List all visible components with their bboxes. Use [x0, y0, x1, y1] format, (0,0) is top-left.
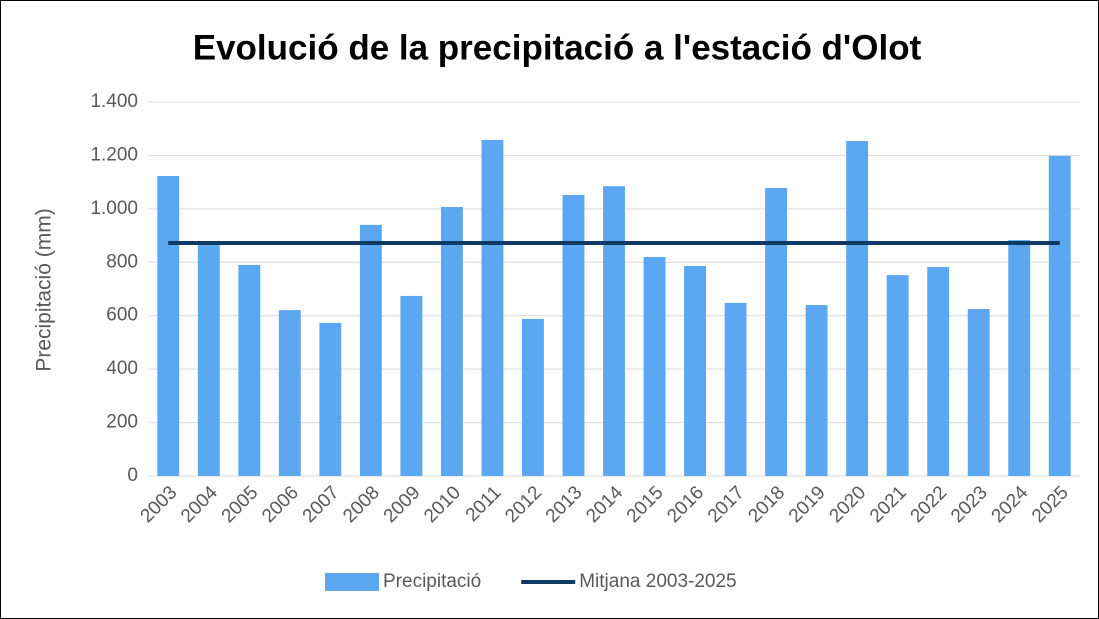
- y-tick-label: 600: [106, 305, 138, 326]
- bar: [724, 302, 747, 476]
- bar: [278, 310, 301, 476]
- bar: [440, 206, 463, 477]
- bar: [562, 194, 585, 477]
- bar: [319, 322, 342, 476]
- y-tick-label: 800: [106, 251, 138, 272]
- bar: [359, 224, 382, 476]
- bar: [846, 141, 869, 476]
- bar: [1048, 155, 1071, 476]
- bar: [967, 309, 990, 476]
- y-tick-label: 400: [106, 358, 138, 379]
- legend-swatch: [325, 573, 379, 591]
- bar: [765, 188, 788, 476]
- legend-label: Mitjana 2003-2025: [579, 571, 736, 592]
- bar: [522, 318, 544, 476]
- y-tick-label: 1.400: [90, 91, 138, 112]
- bar: [157, 175, 180, 476]
- legend-label: Precipitació: [383, 571, 481, 592]
- bar: [481, 139, 504, 477]
- bar: [238, 264, 261, 476]
- bar: [643, 256, 666, 476]
- y-axis-label: Precipitació (mm): [33, 208, 56, 371]
- y-tick-label: 1.200: [90, 144, 138, 165]
- bar: [805, 305, 828, 476]
- y-tick-label: 1.000: [90, 198, 138, 219]
- y-tick-label: 0: [127, 465, 138, 486]
- chart-title: Evolució de la precipitació a l'estació …: [193, 28, 922, 67]
- bar: [197, 243, 220, 476]
- bar: [886, 275, 909, 476]
- bar: [927, 267, 950, 476]
- bar: [684, 266, 706, 476]
- bar: [400, 295, 423, 476]
- bar: [603, 186, 625, 476]
- bar: [1008, 240, 1031, 476]
- y-tick-label: 200: [106, 412, 138, 433]
